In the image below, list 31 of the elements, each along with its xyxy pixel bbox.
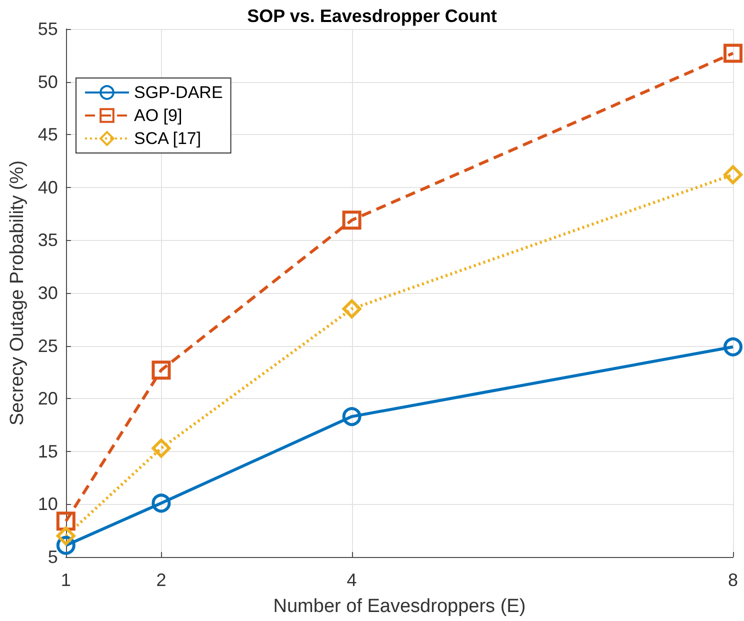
point — [724, 44, 742, 63]
y-tick-label: 55 — [38, 19, 58, 39]
y-tick-label: 30 — [38, 283, 58, 303]
point — [342, 407, 362, 426]
point — [152, 438, 171, 458]
chart-title: SOP vs. Eavesdropper Count — [247, 6, 497, 26]
y-tick-label: 15 — [38, 441, 58, 462]
y-tick-label: 25 — [38, 336, 58, 356]
y-tick-label: 45 — [38, 124, 58, 145]
y-axis-title: Secrecy Outage Probability (%) — [7, 160, 28, 426]
point — [342, 299, 362, 318]
legend-label: SCA [17] — [134, 129, 202, 148]
point — [152, 494, 171, 513]
point — [724, 337, 742, 356]
point — [56, 526, 76, 546]
legend-label: AO [9] — [134, 106, 182, 125]
y-tick-label: 35 — [38, 230, 58, 250]
y-tick-label: 20 — [38, 388, 58, 409]
x-tick-label: 1 — [60, 570, 71, 590]
y-tick-label: 5 — [48, 547, 58, 567]
y-tick-label: 40 — [38, 177, 58, 198]
x-axis-title: Number of Eavesdroppers (E) — [273, 596, 526, 617]
point — [342, 210, 362, 230]
y-tick-label: 10 — [38, 494, 58, 514]
x-tick-label: 2 — [156, 570, 166, 590]
x-tick-label: 8 — [728, 570, 738, 590]
legend-label: SGP-DARE — [134, 83, 223, 102]
point — [152, 360, 171, 380]
point — [724, 165, 742, 184]
x-tick-label: 4 — [346, 570, 357, 590]
y-tick-label: 50 — [38, 72, 58, 92]
